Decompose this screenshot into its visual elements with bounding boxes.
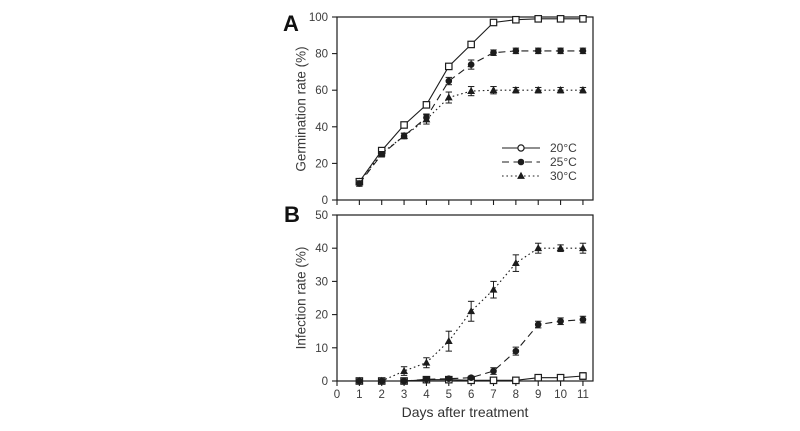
legend-item-25c: 25°C <box>501 155 577 169</box>
legend-item-20c: 20°C <box>501 141 577 155</box>
legend-label-30c: 30°C <box>550 169 577 183</box>
svg-text:0: 0 <box>322 376 328 388</box>
svg-text:3: 3 <box>401 389 407 401</box>
svg-text:1: 1 <box>356 389 362 401</box>
panel-b-plot: 0 10 20 30 40 50 0 1 2 3 4 5 6 7 8 9 10 11 <box>315 210 594 401</box>
svg-text:20: 20 <box>315 310 328 322</box>
panel-a-frame <box>336 16 594 201</box>
series-20c-panel-a <box>355 15 587 186</box>
svg-text:10: 10 <box>554 389 567 401</box>
svg-text:80: 80 <box>315 49 328 61</box>
panel-a-y-axis: 0 20 40 60 80 100 <box>309 12 337 207</box>
series-25c-panel-b <box>356 315 587 385</box>
y-axis-title-infection-rate: Infection rate (%) <box>293 246 309 350</box>
legend: 20°C 25°C 30°C <box>501 141 577 183</box>
panel-a-label: A <box>283 11 299 36</box>
svg-text:60: 60 <box>315 85 328 97</box>
series-25c-panel-a <box>356 47 587 187</box>
svg-text:7: 7 <box>490 389 496 401</box>
svg-text:40: 40 <box>315 243 328 255</box>
svg-text:11: 11 <box>577 389 589 401</box>
panel-b-x-axis: 0 1 2 3 4 5 6 7 8 9 10 11 <box>334 381 589 401</box>
legend-label-20c: 20°C <box>550 141 577 155</box>
svg-text:4: 4 <box>423 389 430 401</box>
svg-text:40: 40 <box>315 122 328 134</box>
svg-text:0: 0 <box>322 195 328 207</box>
svg-text:100: 100 <box>309 12 328 24</box>
legend-filled-triangle-sample-icon <box>502 171 540 179</box>
svg-text:8: 8 <box>513 389 519 401</box>
svg-text:30: 30 <box>315 276 328 288</box>
y-axis-title-germination-rate: Germination rate (%) <box>293 46 309 172</box>
svg-text:6: 6 <box>468 389 474 401</box>
legend-filled-circle-sample-icon <box>502 158 540 166</box>
legend-open-circle-sample-icon <box>502 144 540 152</box>
legend-item-30c: 30°C <box>501 169 577 183</box>
panel-b-label: B <box>284 202 300 227</box>
panel-a-plot: 0 20 40 60 80 100 <box>309 12 594 207</box>
legend-label-25c: 25°C <box>550 155 577 169</box>
panel-b-y-axis: 0 10 20 30 40 50 <box>315 210 337 388</box>
series-30c-panel-a <box>355 86 587 185</box>
svg-text:50: 50 <box>315 210 328 222</box>
svg-text:20: 20 <box>315 158 328 170</box>
panel-b-frame <box>336 214 594 382</box>
svg-text:5: 5 <box>446 389 452 401</box>
x-axis-title: Days after treatment <box>401 404 529 420</box>
svg-text:9: 9 <box>535 389 541 401</box>
svg-text:10: 10 <box>315 343 328 355</box>
svg-text:0: 0 <box>334 389 340 401</box>
svg-text:2: 2 <box>379 389 385 401</box>
panel-a-x-axis <box>336 200 584 205</box>
series-30c-panel-b <box>355 242 587 384</box>
